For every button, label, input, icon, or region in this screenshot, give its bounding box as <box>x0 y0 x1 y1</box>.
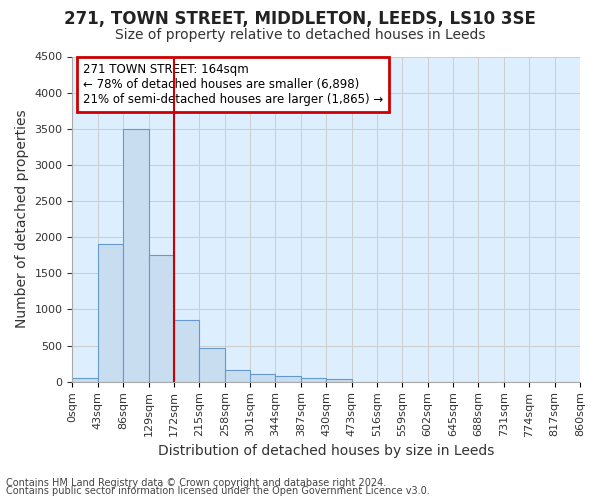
Bar <box>250 374 275 382</box>
Bar <box>98 244 123 382</box>
Text: Size of property relative to detached houses in Leeds: Size of property relative to detached ho… <box>115 28 485 42</box>
Text: Contains HM Land Registry data © Crown copyright and database right 2024.: Contains HM Land Registry data © Crown c… <box>6 478 386 488</box>
Text: Contains public sector information licensed under the Open Government Licence v3: Contains public sector information licen… <box>6 486 430 496</box>
Bar <box>326 379 352 382</box>
Bar <box>275 376 301 382</box>
Bar <box>149 255 174 382</box>
Y-axis label: Number of detached properties: Number of detached properties <box>15 110 29 328</box>
Text: 271 TOWN STREET: 164sqm
← 78% of detached houses are smaller (6,898)
21% of semi: 271 TOWN STREET: 164sqm ← 78% of detache… <box>83 63 383 106</box>
Bar <box>301 378 326 382</box>
Bar <box>174 320 199 382</box>
Text: 271, TOWN STREET, MIDDLETON, LEEDS, LS10 3SE: 271, TOWN STREET, MIDDLETON, LEEDS, LS10… <box>64 10 536 28</box>
Bar <box>199 348 224 382</box>
Bar <box>73 378 98 382</box>
Bar <box>123 129 149 382</box>
Bar <box>224 370 250 382</box>
X-axis label: Distribution of detached houses by size in Leeds: Distribution of detached houses by size … <box>158 444 494 458</box>
